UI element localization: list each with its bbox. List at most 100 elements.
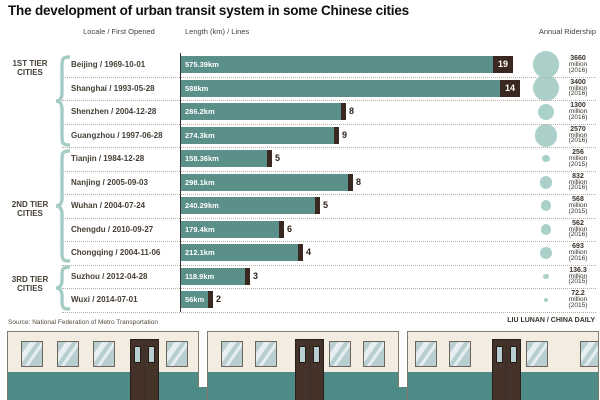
ridership-unit: million <box>568 249 588 256</box>
train-door-panel <box>146 341 157 400</box>
train-window <box>93 341 115 367</box>
train-window <box>57 341 79 367</box>
length-value-label: 212.1km <box>185 248 215 257</box>
ridership-unit: million <box>568 202 588 209</box>
ridership-value: 3660 <box>570 55 586 62</box>
length-value-label: 286.2km <box>185 107 215 116</box>
city-row: Shenzhen / 2004-12-28 286.2km 8 1300 million… <box>0 100 600 124</box>
ridership-circle <box>539 175 553 189</box>
length-value-label: 240.29km <box>185 201 219 210</box>
ridership-year: (2016) <box>568 231 588 238</box>
length-value-label: 588km <box>185 83 209 93</box>
ridership-year: (2016) <box>568 66 588 74</box>
city-row: Suzhou / 2012-04-28 118.9km 3 136.3 million(… <box>0 265 600 289</box>
city-label: Wuxi / 2014-07-01 <box>71 295 138 305</box>
length-value-label: 118.9km <box>185 271 215 281</box>
tier-label-line: 2ND TIER <box>11 200 49 209</box>
bar-end-cap: 14 <box>500 79 520 97</box>
lines-count: 5 <box>323 200 329 210</box>
ridership-text: 693 million (2016) <box>558 243 598 261</box>
ridership-circle <box>537 103 555 120</box>
length-value-label: 56km <box>185 295 205 304</box>
city-row: Tianjin / 1984-12-28 158.36km 5 256 million(… <box>0 147 600 171</box>
train-window <box>329 341 351 367</box>
row-separator <box>62 76 596 78</box>
tier-bracket <box>54 265 71 311</box>
train-car <box>407 331 599 400</box>
tier-label-line: CITIES <box>17 208 43 218</box>
length-value-label: 274.3km <box>185 130 215 140</box>
row-separator <box>62 311 596 313</box>
bar-end-cap <box>341 103 346 120</box>
ridership-value: 3400 <box>570 78 586 86</box>
lines-count: 3 <box>253 270 259 281</box>
ridership-unit: million <box>568 108 588 115</box>
train-window <box>580 341 598 367</box>
ridership-value: 832 <box>572 172 584 180</box>
ridership-circle <box>534 123 558 147</box>
city-row: Guangzhou / 1997-06-28 274.3km 9 2570 millio… <box>0 123 600 148</box>
ridership-year: (2015) <box>568 207 588 215</box>
city-label: Nanjing / 2005-09-03 <box>71 177 148 187</box>
row-separator <box>62 123 596 125</box>
tier-label-line: 3RD TIER <box>11 275 49 284</box>
ridership-unit: million <box>568 155 588 162</box>
train-door-window <box>134 346 141 363</box>
train-door-window <box>510 346 517 363</box>
train-door-window <box>148 346 155 363</box>
ridership-unit: million <box>568 225 588 233</box>
train-door-panel <box>297 341 308 400</box>
train-coupling <box>396 387 407 400</box>
train-window <box>415 341 437 367</box>
bar-axis-line <box>180 53 181 312</box>
ridership-text: 136.3 million (2015) <box>558 267 598 285</box>
row-separator <box>62 264 596 266</box>
city-row: Nanjing / 2005-09-03 298.1km 8 832 million (2… <box>0 171 600 195</box>
ridership-unit: million <box>568 296 588 303</box>
train-door-panel <box>508 341 519 400</box>
ridership-text: 3400 million (2016) <box>558 78 598 97</box>
length-bar: 56km <box>181 291 213 308</box>
length-value-label: 298.1km <box>185 177 215 187</box>
ridership-year: (2015) <box>568 160 588 168</box>
city-row: Chengdu / 2010-09-27 179.4km 6 562 million (2… <box>0 218 600 242</box>
ridership-text: 1300 million (2016) <box>558 102 598 120</box>
length-bar: 240.29km <box>181 197 320 214</box>
ridership-year: (2015) <box>568 278 588 285</box>
ridership-text: 3660 million (2016) <box>558 55 598 74</box>
lines-count: 5 <box>275 153 281 163</box>
city-label: Wuhan / 2004-07-24 <box>71 201 146 211</box>
city-label: Beijing / 1969-10-01 <box>71 60 146 70</box>
train-window <box>449 341 471 367</box>
city-label: Guangzhou / 1997-06-28 <box>71 130 163 140</box>
length-value-label: 575.39km <box>185 60 219 69</box>
ridership-unit: million <box>568 131 588 139</box>
ridership-text: 256 million (2015) <box>558 149 598 168</box>
ridership-circle <box>543 273 549 279</box>
train-door-panel <box>494 341 505 400</box>
ridership-circle <box>540 246 552 259</box>
ridership-year: (2015) <box>568 301 588 309</box>
city-label: Shenzhen / 2004-12-28 <box>71 107 157 117</box>
ridership-text: 2570 million (2016) <box>558 126 598 144</box>
train-door <box>295 339 324 400</box>
tier-label-line: CITIES <box>17 283 43 293</box>
city-label: Suzhou / 2012-04-28 <box>71 271 148 281</box>
ridership-text: 562 million (2016) <box>558 220 598 238</box>
train-window <box>221 341 243 367</box>
ridership-circle <box>544 297 548 302</box>
ridership-text: 832 million (2016) <box>558 172 598 191</box>
ridership-value: 568 <box>572 196 584 203</box>
length-bar: 158.36km <box>181 150 272 167</box>
ridership-year: (2016) <box>568 184 588 191</box>
train-door-window <box>496 346 503 363</box>
length-bar: 298.1km <box>181 173 353 191</box>
ridership-year: (2016) <box>568 137 588 144</box>
lines-count: 8 <box>356 176 362 187</box>
length-bar: 179.4km <box>181 220 284 238</box>
row-separator <box>62 170 596 172</box>
column-header-length: Length (km) / Lines <box>185 27 250 36</box>
credit-byline: LIU LUNAN / CHINA DAILY <box>507 317 595 324</box>
city-row: Wuxi / 2014-07-01 56km 2 72.2 million (2015) <box>0 288 600 312</box>
